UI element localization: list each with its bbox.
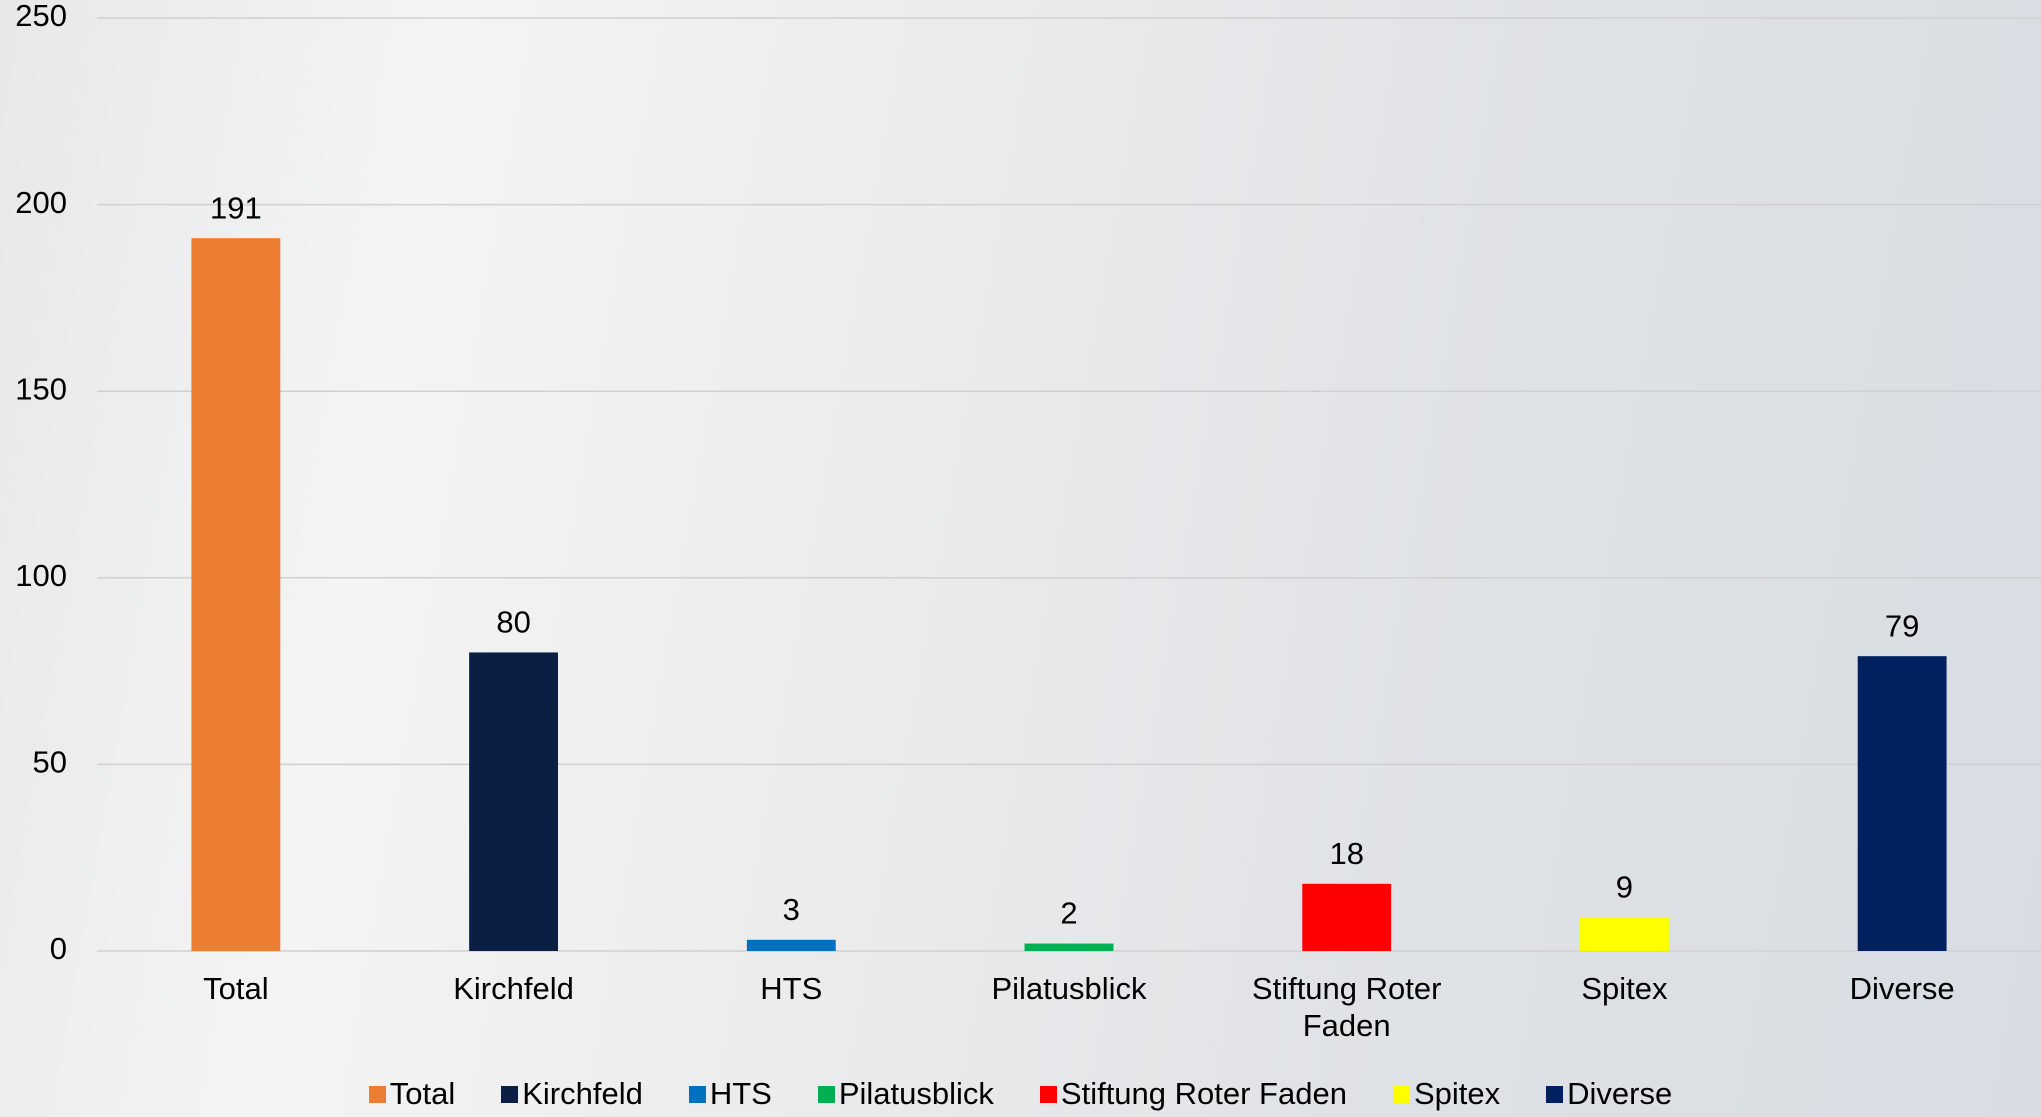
legend-label: Stiftung Roter Faden [1060, 1076, 1347, 1111]
bar [1302, 883, 1392, 951]
y-tick-label: 0 [50, 931, 67, 966]
bar [469, 652, 559, 951]
y-tick-label: 150 [15, 371, 67, 406]
legend: Total Kirchfeld HTS Pilatusblick Stiftung Ro… [0, 1076, 2041, 1112]
legend-item: Stiftung Roter Faden [1039, 1076, 1347, 1112]
legend-item: HTS [688, 1076, 772, 1112]
bar [746, 939, 836, 951]
legend-label: Spitex [1413, 1076, 1501, 1111]
value-label: 79 [1885, 608, 1919, 643]
value-label: 191 [210, 190, 262, 225]
y-tick-label: 100 [15, 558, 67, 593]
legend-swatch [1392, 1085, 1410, 1103]
legend-item: Total [368, 1076, 456, 1112]
legend-swatch [1039, 1085, 1057, 1103]
legend-item: Pilatusblick [817, 1076, 994, 1112]
legend-label: Total [389, 1076, 456, 1111]
value-label: 3 [783, 892, 800, 927]
legend-label: Diverse [1567, 1076, 1673, 1111]
value-label: 9 [1616, 870, 1633, 905]
y-tick-label: 50 [33, 745, 67, 780]
x-tick-label: Stiftung Roter Faden [1251, 971, 1442, 1043]
y-tick-label: 250 [15, 0, 67, 33]
legend-swatch [1546, 1085, 1564, 1103]
bar [191, 238, 281, 952]
legend-swatch [688, 1085, 706, 1103]
bar [1024, 943, 1114, 951]
legend-swatch [368, 1085, 386, 1103]
x-tick-label: HTS [760, 971, 823, 1006]
legend-item: Diverse [1546, 1076, 1672, 1112]
legend-item: Spitex [1392, 1076, 1501, 1112]
legend-swatch [501, 1085, 519, 1103]
bar [1579, 917, 1669, 951]
bar [1857, 656, 1947, 951]
legend-label: HTS [709, 1076, 772, 1111]
legend-item: Kirchfeld [501, 1076, 643, 1112]
value-label: 2 [1060, 896, 1077, 931]
x-tick-label: Diverse [1849, 971, 1955, 1006]
value-label: 18 [1329, 836, 1363, 871]
legend-label: Kirchfeld [522, 1076, 643, 1111]
legend-swatch [817, 1085, 835, 1103]
x-tick-label: Kirchfeld [453, 971, 574, 1006]
y-tick-label: 200 [15, 185, 67, 220]
x-tick-label: Total [203, 971, 269, 1006]
x-tick-label: Pilatusblick [991, 971, 1147, 1006]
value-label: 80 [496, 605, 530, 640]
x-tick-label: Spitex [1581, 971, 1668, 1006]
legend-label: Pilatusblick [838, 1076, 994, 1111]
